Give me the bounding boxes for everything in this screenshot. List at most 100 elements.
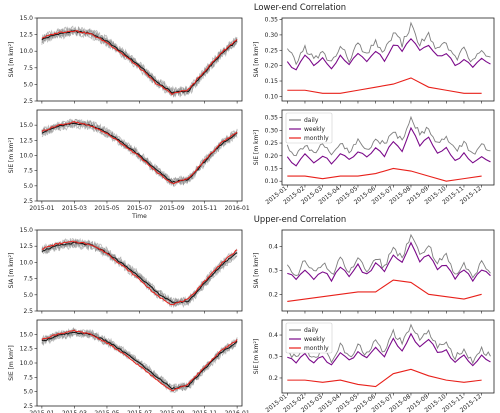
y-tick-label: 15.0 bbox=[20, 331, 34, 338]
x-tick-label: 2015-07 bbox=[127, 205, 152, 212]
x-tick-label: 2015-11 bbox=[192, 410, 217, 413]
y-tick-label: 0.20 bbox=[265, 63, 279, 70]
series-line-weekly bbox=[287, 332, 491, 367]
y-tick-label: 2.5 bbox=[23, 198, 33, 205]
model-line bbox=[41, 30, 238, 96]
x-tick-label: 2015-05 bbox=[94, 205, 119, 212]
series-line-monthly bbox=[287, 368, 482, 388]
series-line-weekly bbox=[287, 241, 491, 283]
y-tick-label: 0.3 bbox=[268, 354, 278, 361]
y-tick-label: 10.0 bbox=[20, 259, 34, 266]
series-line-weekly bbox=[286, 37, 491, 71]
ensemble-member-line bbox=[41, 237, 238, 304]
series-line-daily bbox=[286, 115, 491, 157]
y-axis-label: SIA [m km²] bbox=[8, 42, 15, 78]
y-tick-label: 0.15 bbox=[265, 78, 279, 85]
x-tick-label: 2015-09 bbox=[160, 205, 185, 212]
observed-line bbox=[41, 122, 238, 184]
y-tick-label: 2.5 bbox=[23, 403, 33, 410]
y-tick-label: 7.5 bbox=[23, 374, 33, 381]
y-tick-label: 12.5 bbox=[20, 137, 34, 144]
x-tick-label: 2015-01 bbox=[29, 205, 54, 212]
y-tick-label: 0.30 bbox=[265, 32, 279, 39]
x-tick-label: 2015-11 bbox=[192, 205, 217, 212]
series-line-monthly bbox=[287, 279, 482, 303]
y-tick-label: 0.25 bbox=[265, 47, 279, 54]
model-line bbox=[41, 240, 238, 306]
legend-label-daily: daily bbox=[304, 117, 319, 124]
y-tick-label: 5.0 bbox=[23, 389, 33, 396]
x-axis-label: Time bbox=[131, 213, 147, 220]
y-tick-label: 12.5 bbox=[20, 243, 34, 250]
y-tick-label: 2.5 bbox=[23, 308, 33, 315]
x-tick-label: 2016-01 bbox=[225, 410, 250, 413]
legend: daily weekly monthly bbox=[285, 112, 333, 144]
y-tick-label: 2.5 bbox=[23, 98, 33, 105]
series-line-monthly bbox=[287, 167, 482, 182]
y-tick-label: 12.5 bbox=[20, 346, 34, 353]
legend-label-weekly: weekly bbox=[304, 336, 325, 343]
model-line bbox=[41, 329, 238, 392]
y-tick-label: 0.10 bbox=[265, 178, 279, 185]
x-tick-label: 2015-09 bbox=[160, 410, 185, 413]
y-axis-label: SIA [m km²] bbox=[8, 253, 15, 289]
y-axis-label: SIA [m km²] bbox=[253, 253, 260, 289]
legend-label-monthly: monthly bbox=[304, 135, 329, 142]
plot-area bbox=[286, 233, 491, 303]
y-tick-label: 7.5 bbox=[23, 168, 33, 175]
y-axis-label: SIE [m km²] bbox=[8, 138, 15, 173]
plot-area bbox=[41, 237, 238, 309]
y-tick-label: 10.0 bbox=[20, 48, 34, 55]
series-line-daily bbox=[286, 21, 491, 66]
y-tick-label: 10.0 bbox=[20, 153, 34, 160]
y-tick-label: 0.35 bbox=[265, 115, 279, 122]
panel-upper-sie-timeseries: 2.5 5.0 7.5 10.0 12.5 15.0 SIE [m km²] 2015-01 2… bbox=[8, 319, 250, 413]
panel-upper-sia-timeseries: 2.5 5.0 7.5 10.0 12.5 15.0 SIA [m km²] bbox=[8, 227, 243, 315]
y-tick-label: 7.5 bbox=[23, 65, 33, 72]
x-tick-label: 2016-01 bbox=[225, 205, 250, 212]
panel-upper-sia-correlation: 0.2 0.3 0.4 SIA [m km²] bbox=[253, 229, 495, 314]
x-tick-label: 2015-01 bbox=[29, 410, 54, 413]
x-tick-label: 2015-03 bbox=[62, 410, 87, 413]
observed-line bbox=[41, 331, 238, 390]
x-tick-label: 2015-03 bbox=[62, 205, 87, 212]
axes-frame bbox=[281, 17, 495, 102]
y-tick-label: 15.0 bbox=[20, 122, 34, 129]
plot-area bbox=[286, 115, 491, 182]
panel-lower-sia-correlation: 0.10 0.15 0.20 0.25 0.30 0.35 SIA [m km²] bbox=[253, 17, 495, 104]
y-tick-label: 5.0 bbox=[23, 183, 33, 190]
y-tick-label: 15.0 bbox=[20, 227, 34, 234]
y-tick-label: 10.0 bbox=[20, 360, 34, 367]
y-tick-label: 12.5 bbox=[20, 32, 34, 39]
series-line-weekly bbox=[286, 126, 491, 167]
y-axis-label: SIA [m km²] bbox=[253, 42, 260, 78]
y-tick-label: 0.4 bbox=[268, 244, 278, 251]
y-axis-label: SIE [m km²] bbox=[8, 345, 15, 380]
y-tick-label: 0.4 bbox=[268, 332, 278, 339]
plot-area bbox=[41, 25, 238, 98]
y-tick-label: 5.0 bbox=[23, 81, 33, 88]
legend-label-monthly: monthly bbox=[304, 345, 329, 352]
y-tick-label: 0.30 bbox=[265, 127, 279, 134]
y-tick-label: 0.2 bbox=[268, 375, 278, 382]
series-line-monthly bbox=[287, 77, 482, 94]
section-title-lower: Lower-end Correlation bbox=[254, 2, 346, 12]
legend-label-weekly: weekly bbox=[304, 126, 325, 133]
plot-area bbox=[286, 21, 491, 94]
y-tick-label: 5.0 bbox=[23, 292, 33, 299]
panels: 2.5 5.0 7.5 10.0 12.5 15.0 SIA [m km²] 2.5 5.0 7.… bbox=[8, 15, 495, 413]
x-tick-label: 2015-05 bbox=[94, 410, 119, 413]
y-axis-label: SIE [m km²] bbox=[253, 339, 260, 374]
y-tick-label: 0.35 bbox=[265, 17, 279, 24]
legend-label-daily: daily bbox=[304, 327, 319, 334]
y-axis-label: SIE [m km²] bbox=[253, 130, 260, 165]
plot-area bbox=[41, 327, 238, 393]
section-title-upper: Upper-end Correlation bbox=[254, 214, 346, 224]
plot-area bbox=[41, 118, 238, 187]
legend: daily weekly monthly bbox=[285, 322, 333, 354]
panel-lower-sia-timeseries: 2.5 5.0 7.5 10.0 12.5 15.0 SIA [m km²] bbox=[8, 15, 243, 105]
y-tick-label: 7.5 bbox=[23, 276, 33, 283]
